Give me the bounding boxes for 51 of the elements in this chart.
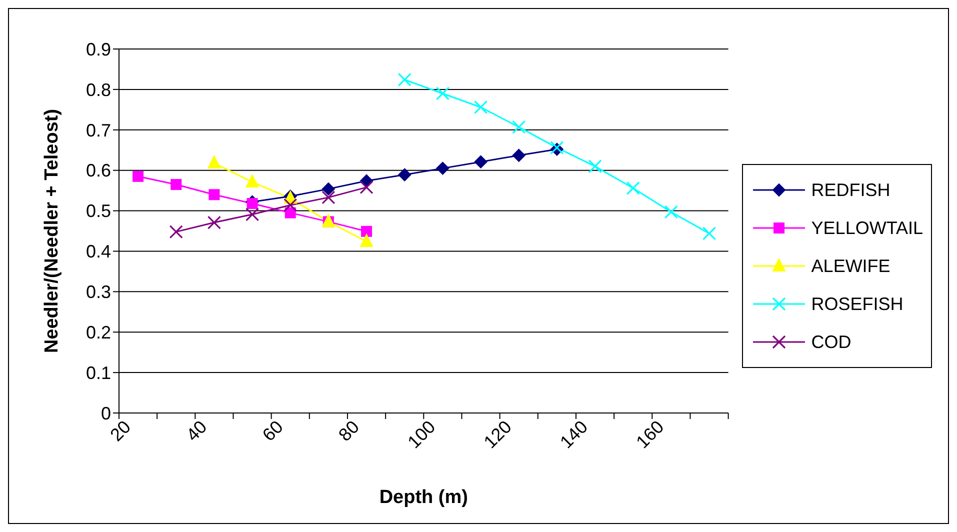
legend-label: ALEWIFE (811, 256, 890, 276)
point (664, 205, 678, 219)
x-tick-label: 140 (556, 416, 592, 452)
point (169, 225, 183, 239)
point (246, 198, 258, 209)
point (398, 72, 412, 87)
y-tick-label: 0.7 (86, 120, 111, 140)
x-tick-label: 120 (480, 416, 516, 452)
y-tick-label: 0.4 (86, 242, 111, 262)
x-tick-label: 60 (258, 416, 287, 446)
point (436, 162, 450, 175)
point (512, 148, 526, 162)
legend-label: YELLOWTAIL (811, 218, 923, 238)
point (322, 182, 335, 196)
point (322, 190, 336, 204)
y-tick-label: 0.6 (86, 160, 111, 181)
point (474, 100, 488, 114)
legend-label: COD (811, 332, 852, 352)
point (208, 156, 221, 169)
point (512, 120, 526, 134)
y-tick-label: 0.1 (86, 362, 111, 383)
x-tick-label: 160 (632, 416, 668, 452)
point (588, 159, 602, 174)
point (245, 208, 260, 222)
legend-label: ROSEFISH (811, 294, 904, 314)
point (398, 168, 412, 182)
x-tick-label: 80 (334, 416, 364, 446)
point (361, 226, 372, 237)
y-tick-label: 0.2 (86, 322, 111, 342)
point (626, 181, 640, 195)
y-axis-title: Needler/(Needler + Teleost) (42, 108, 63, 354)
point (246, 174, 259, 188)
point (207, 216, 222, 230)
point (474, 155, 488, 168)
y-tick-label: 0.3 (86, 282, 111, 302)
point (284, 198, 298, 212)
x-axis-title: Depth (m) (379, 487, 468, 508)
point (132, 170, 144, 182)
point (702, 226, 716, 240)
y-tick-label: 0.9 (86, 39, 111, 60)
y-tick-label: 0.8 (86, 80, 111, 100)
point (170, 178, 182, 190)
point (208, 189, 220, 200)
point (360, 234, 374, 248)
legend-label: REDFISH (811, 180, 890, 200)
x-tick-label: 40 (182, 416, 211, 446)
x-tick-label: 100 (404, 416, 440, 452)
point (360, 180, 374, 194)
y-tick-label: 0.5 (86, 201, 111, 222)
y-tick-label: 0 (100, 403, 111, 424)
point (436, 86, 450, 100)
